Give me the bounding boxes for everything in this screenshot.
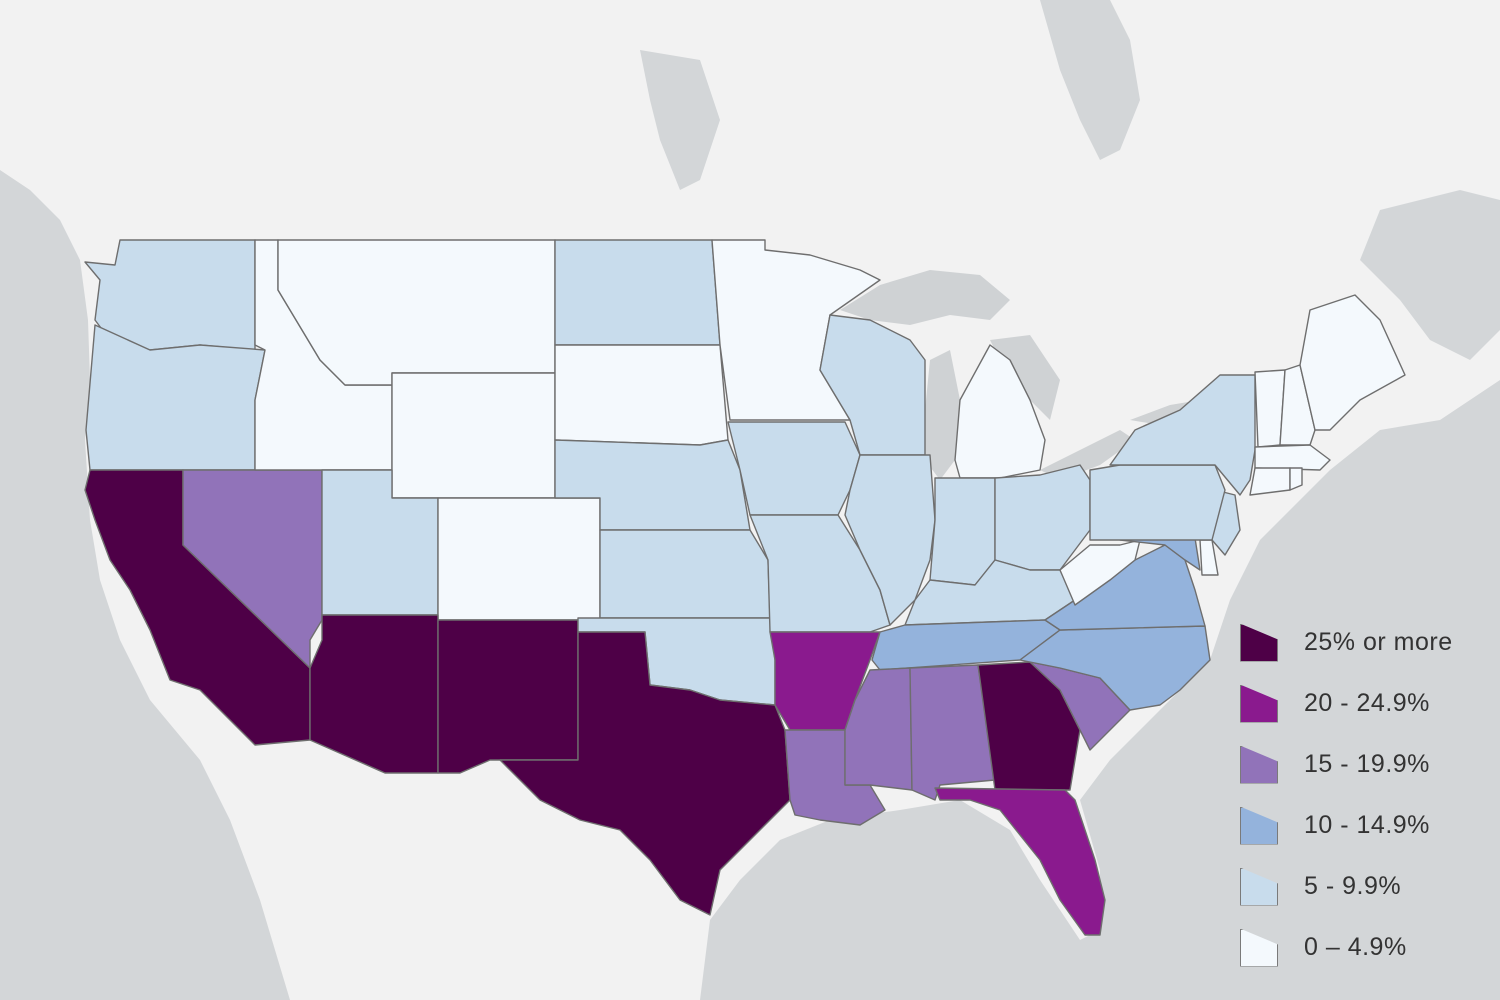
state-connecticut[interactable] [1249, 467, 1291, 496]
legend: 25% or more 20 - 24.9% 15 - 19.9% 10 - 14.9… [1240, 612, 1490, 978]
legend-swatch [1240, 745, 1278, 784]
legend-label: 10 - 14.9% [1304, 811, 1430, 839]
state-florida[interactable] [934, 787, 1106, 936]
state-minnesota[interactable] [711, 239, 881, 421]
states-layer [84, 239, 1406, 936]
hudson-bay-lake [1040, 0, 1140, 160]
state-south-dakota[interactable] [554, 344, 729, 446]
legend-item: 20 - 24.9% [1240, 673, 1490, 734]
legend-item: 5 - 9.9% [1240, 856, 1490, 917]
lake-michigan [925, 350, 960, 480]
state-illinois[interactable] [844, 454, 936, 626]
legend-label: 0 – 4.9% [1304, 933, 1407, 961]
legend-swatch [1240, 684, 1278, 723]
state-new-york[interactable] [1109, 374, 1256, 496]
legend-swatch [1240, 806, 1278, 845]
state-pennsylvania[interactable] [1089, 464, 1226, 541]
legend-label: 15 - 19.9% [1304, 750, 1430, 778]
state-kansas[interactable] [599, 529, 771, 619]
state-wyoming[interactable] [391, 372, 556, 499]
state-maine[interactable] [1299, 294, 1406, 431]
legend-label: 25% or more [1304, 628, 1453, 656]
state-rhode-island[interactable] [1289, 467, 1303, 491]
state-new-mexico[interactable] [437, 619, 579, 774]
legend-item: 25% or more [1240, 612, 1490, 673]
great-slave-lake [640, 50, 720, 190]
state-new-hampshire[interactable] [1279, 364, 1316, 446]
baja-peninsula [255, 740, 390, 970]
lake-ontario [1130, 400, 1200, 425]
legend-item: 10 - 14.9% [1240, 795, 1490, 856]
state-north-carolina[interactable] [1019, 625, 1211, 711]
lake-huron [990, 335, 1060, 420]
state-north-dakota[interactable] [554, 239, 721, 346]
state-west-virginia[interactable] [1059, 539, 1141, 606]
state-michigan[interactable] [954, 344, 1046, 479]
legend-swatch [1240, 623, 1278, 662]
legend-item: 15 - 19.9% [1240, 734, 1490, 795]
legend-label: 20 - 24.9% [1304, 689, 1430, 717]
state-colorado[interactable] [437, 497, 601, 621]
legend-swatch [1240, 867, 1278, 906]
state-iowa[interactable] [727, 421, 861, 516]
lake-superior [840, 270, 1010, 325]
legend-label: 5 - 9.9% [1304, 872, 1402, 900]
state-massachusetts[interactable] [1254, 444, 1331, 471]
legend-item: 0 – 4.9% [1240, 917, 1490, 978]
state-texas[interactable] [499, 631, 791, 916]
lake-erie [1040, 430, 1135, 480]
legend-swatch [1240, 928, 1278, 967]
state-indiana[interactable] [929, 477, 996, 586]
gulf-of-st-lawrence [1360, 190, 1500, 360]
